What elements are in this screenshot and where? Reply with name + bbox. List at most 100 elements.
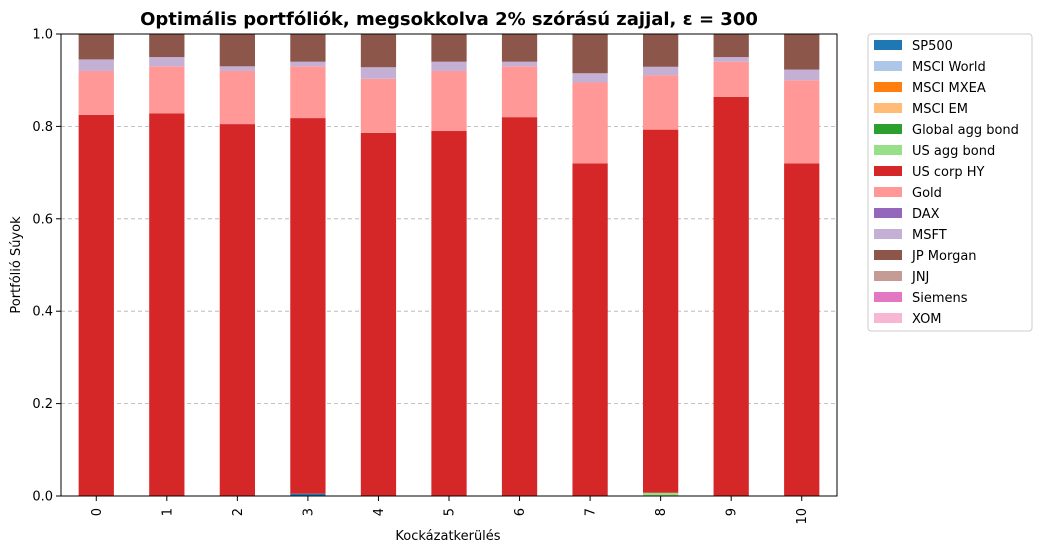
- bar-segment: [360, 132, 397, 497]
- legend-swatch: [874, 82, 902, 92]
- bar-segment: [78, 59, 114, 71]
- chart-title: Optimális portfóliók, megsokkolva 2% szó…: [140, 9, 758, 30]
- legend-entry: MSFT: [912, 228, 947, 243]
- bar-segment: [219, 70, 255, 125]
- bar-segment: [643, 34, 679, 67]
- legend-entry: MSCI World: [912, 60, 986, 75]
- bar-segment: [219, 34, 255, 67]
- bar-segment: [572, 73, 608, 83]
- legend-swatch: [874, 313, 902, 323]
- legend-entry: Gold: [912, 186, 942, 201]
- x-tick-label: 1: [160, 508, 175, 516]
- bar-segment: [149, 113, 185, 497]
- bar-segment: [149, 66, 185, 114]
- legend-entry: Global agg bond: [912, 123, 1019, 138]
- legend-swatch: [874, 40, 902, 50]
- bar-segment: [501, 117, 538, 496]
- y-axis-label: Portfólió Súyok: [9, 216, 24, 314]
- legend-swatch: [874, 166, 902, 176]
- bar-segment: [501, 66, 538, 118]
- x-tick-label: 10: [795, 508, 810, 525]
- bar-segment: [290, 61, 326, 67]
- x-tick-label: 0: [90, 508, 105, 516]
- bar-segment: [643, 66, 679, 76]
- legend-entry: MSCI MXEA: [912, 81, 986, 96]
- bar-segment: [360, 67, 397, 79]
- y-axis: 0.0 0.2 0.4 0.6 0.8 1.0: [32, 28, 61, 505]
- legend: SP500 MSCI World MSCI MXEA MSCI EM Global ag…: [867, 33, 1033, 332]
- legend-swatch: [874, 124, 902, 134]
- legend-swatch: [874, 187, 902, 197]
- bar-segment: [501, 61, 538, 67]
- y-tick-label: 1.0: [32, 28, 53, 43]
- bar-segment: [290, 493, 326, 496]
- bar-segment: [78, 114, 114, 496]
- bar-segment: [431, 70, 467, 132]
- bar-segment: [431, 131, 467, 496]
- y-tick-label: 0.8: [32, 120, 53, 135]
- legend-entry: US corp HY: [912, 165, 985, 180]
- bar-segment: [501, 34, 538, 62]
- y-tick-label: 0.4: [32, 305, 53, 320]
- x-tick-label: 5: [443, 508, 458, 516]
- legend-entry: XOM: [912, 312, 942, 327]
- x-tick-label: 7: [584, 508, 599, 516]
- legend-entry: SP500: [912, 39, 953, 54]
- legend-entry: US agg bond: [912, 144, 995, 159]
- bar-segment: [572, 163, 608, 497]
- bar-segment: [78, 70, 114, 115]
- x-tick-label: 6: [513, 508, 528, 516]
- legend-entry: Siemens: [912, 291, 968, 306]
- bar-segment: [572, 34, 608, 74]
- bar-segment: [290, 118, 326, 494]
- bar-segment: [360, 34, 397, 68]
- bar-segment: [713, 96, 749, 496]
- y-tick-label: 0.0: [32, 490, 53, 505]
- x-axis: 0 1 2 3 4 5 6 7 8 9 10: [90, 496, 810, 525]
- legend-entry: JNJ: [911, 270, 929, 285]
- legend-swatch: [874, 271, 902, 281]
- legend-swatch: [874, 61, 902, 71]
- y-tick-label: 0.2: [32, 397, 53, 412]
- bar-segment: [643, 492, 679, 496]
- legend-entry: JP Morgan: [911, 249, 977, 264]
- bar-segment: [572, 82, 608, 164]
- bar-segment: [78, 34, 114, 60]
- x-axis-label: Kockázatkerülés: [395, 529, 500, 544]
- bar-segment: [713, 61, 749, 97]
- y-tick-label: 0.6: [32, 212, 53, 227]
- bar-segment: [360, 78, 397, 133]
- bar-segment: [290, 34, 326, 62]
- legend-swatch: [874, 292, 902, 302]
- bar-segment: [431, 61, 467, 71]
- bar-segment: [643, 75, 679, 130]
- legend-swatch: [874, 103, 902, 113]
- legend-swatch: [874, 250, 902, 260]
- x-tick-label: 8: [654, 508, 669, 516]
- bar-segment: [784, 34, 820, 70]
- bar-segment: [219, 66, 255, 71]
- bar-segment: [219, 124, 255, 496]
- legend-swatch: [874, 145, 902, 155]
- bar-segment: [713, 57, 749, 62]
- legend-entry: DAX: [912, 207, 940, 222]
- x-tick-label: 9: [725, 508, 740, 516]
- x-tick-label: 3: [301, 508, 316, 516]
- bar-segment: [784, 80, 820, 164]
- x-tick-label: 2: [231, 508, 246, 516]
- bar-segment: [149, 57, 185, 67]
- legend-swatch: [874, 229, 902, 239]
- x-tick-label: 4: [372, 508, 387, 516]
- bar-segment: [784, 69, 820, 81]
- bar-segment: [643, 129, 679, 493]
- bar-segment: [431, 34, 467, 62]
- bar-segment: [713, 34, 749, 58]
- legend-entry: MSCI EM: [912, 102, 968, 117]
- bar-segment: [149, 34, 185, 58]
- bars-layer: [78, 34, 820, 497]
- bar-segment: [784, 163, 820, 497]
- bar-segment: [290, 66, 326, 119]
- legend-frame: [867, 33, 1033, 332]
- legend-swatch: [874, 208, 902, 218]
